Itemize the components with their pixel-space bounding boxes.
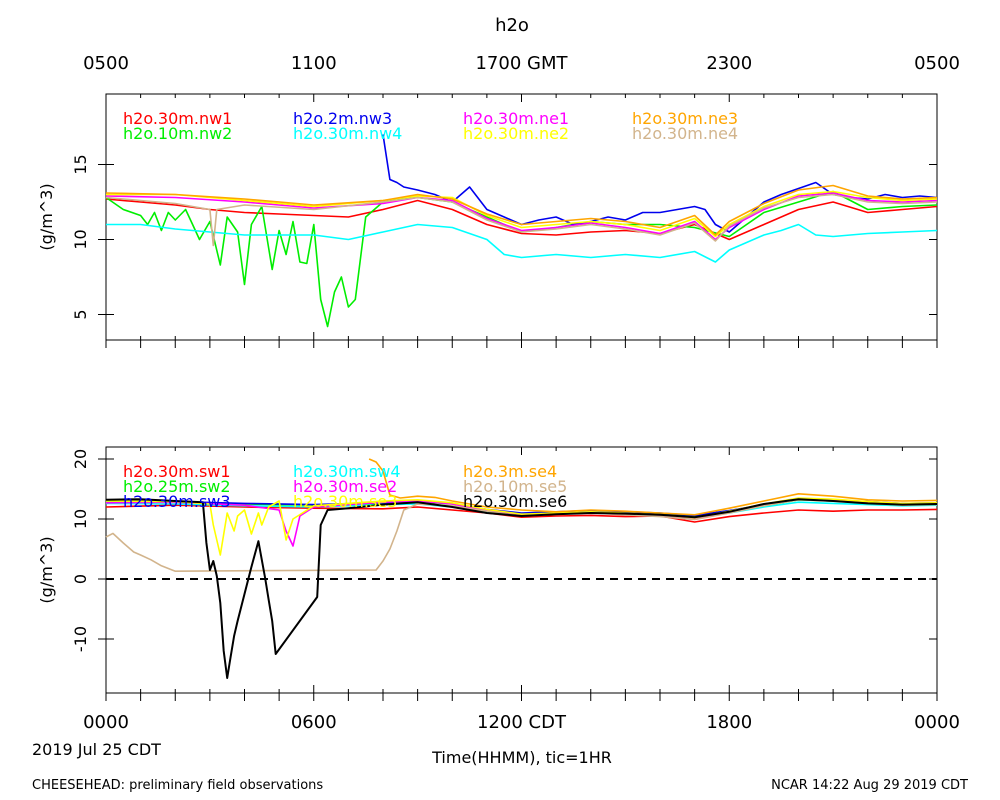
chart-title: h2o: [495, 15, 529, 36]
top-panel: h2o.30m.nw1h2o.10m.nw2h2o.2m.nw3h2o.30m.…: [37, 53, 960, 348]
date-label: 2019 Jul 25 CDT: [32, 740, 161, 759]
legend-entry-h2o-30m-sw3: h2o.30m.sw3: [123, 492, 231, 511]
bottom-axis-ticks: [98, 447, 938, 701]
y-tick-label: -10: [71, 626, 90, 652]
legend-entry-h2o-30m-sw4: h2o.30m.sw4: [293, 462, 401, 481]
y-tick-label: 10: [71, 509, 90, 529]
legend-entry-h2o-30m-ne1: h2o.30m.ne1: [463, 109, 569, 128]
x-tick-label: 2300: [706, 53, 752, 74]
top-axis-ticks: [98, 94, 938, 348]
top-legend: h2o.30m.nw1h2o.10m.nw2h2o.2m.nw3h2o.30m.…: [123, 109, 738, 143]
legend-entry-h2o-30m-sw1: h2o.30m.sw1: [123, 462, 231, 481]
legend-entry-h2o-2m-nw3: h2o.2m.nw3: [293, 109, 392, 128]
top-y-axis-label: (g/m^3): [37, 183, 56, 250]
series-line-h2o-30m-nw1: [105, 198, 938, 241]
top-y-tick-labels: 5 10 15: [71, 154, 90, 319]
x-tick-label: 0000: [914, 712, 960, 733]
bottom-y-tick-labels: -10 0 10 20: [71, 449, 90, 652]
y-tick-label: 0: [71, 574, 90, 584]
legend-entry-h2o-30m-nw1: h2o.30m.nw1: [123, 109, 232, 128]
series-line-h2o-30m-nw4: [106, 223, 938, 263]
series-line-h2o-3m-se4: [368, 458, 938, 516]
x-tick-label: 1100: [291, 53, 337, 74]
legend-entry-h2o-30m-nw4: h2o.30m.nw4: [293, 124, 402, 143]
bottom-y-axis-label: (g/m^3): [37, 536, 56, 603]
x-tick-label: 1800: [706, 712, 752, 733]
x-tick-label: 0500: [83, 53, 129, 74]
footer-left: CHEESEHEAD: preliminary field observatio…: [32, 778, 323, 793]
y-tick-label: 15: [71, 154, 90, 174]
legend-entry-h2o-30m-se3: h2o.30m.se3: [293, 492, 397, 511]
x-tick-label: 0000: [83, 712, 129, 733]
gmt-axis-tick-labels: 0500 1100 1700 GMT 2300 0500: [83, 53, 960, 74]
legend-entry-h2o-25m-sw2: h2o.25m.sw2: [123, 477, 231, 496]
series-line-h2o-30m-ne3: [105, 184, 938, 236]
series-line-h2o-10m-nw2: [105, 190, 938, 328]
y-tick-label: 20: [71, 449, 90, 469]
legend-entry-h2o-3m-se4: h2o.3m.se4: [463, 462, 557, 481]
series-line-h2o-30m-ne4: [105, 193, 938, 247]
x-tick-label: 1200 CDT: [477, 712, 567, 733]
x-tick-label: 0600: [291, 712, 337, 733]
bottom-series-group: [105, 458, 938, 679]
legend-entry-h2o-30m-se2: h2o.30m.se2: [293, 477, 397, 496]
x-tick-label: 1700 GMT: [475, 53, 568, 74]
legend-entry-h2o-30m-ne3: h2o.30m.ne3: [632, 109, 738, 128]
legend-entry-h2o-30m-ne2: h2o.30m.ne2: [463, 124, 569, 143]
legend-entry-h2o-10m-se5: h2o.10m.se5: [463, 477, 567, 496]
x-axis-label: Time(HHMM), tic=1HR: [431, 748, 612, 767]
footer-right: NCAR 14:22 Aug 29 2019 CDT: [771, 778, 968, 793]
legend-entry-h2o-10m-nw2: h2o.10m.nw2: [123, 124, 232, 143]
series-line-h2o-10m-se5: [105, 498, 938, 573]
x-tick-label: 0500: [914, 53, 960, 74]
series-line-h2o-30m-se6: [105, 498, 938, 679]
y-tick-label: 10: [71, 229, 90, 249]
cdt-axis-tick-labels: 0000 0600 1200 CDT 1800 0000: [83, 712, 960, 733]
legend-entry-h2o-30m-se6: h2o.30m.se6: [463, 492, 567, 511]
top-series-group: [105, 134, 938, 328]
y-tick-label: 5: [71, 309, 90, 319]
legend-entry-h2o-30m-ne4: h2o.30m.ne4: [632, 124, 738, 143]
